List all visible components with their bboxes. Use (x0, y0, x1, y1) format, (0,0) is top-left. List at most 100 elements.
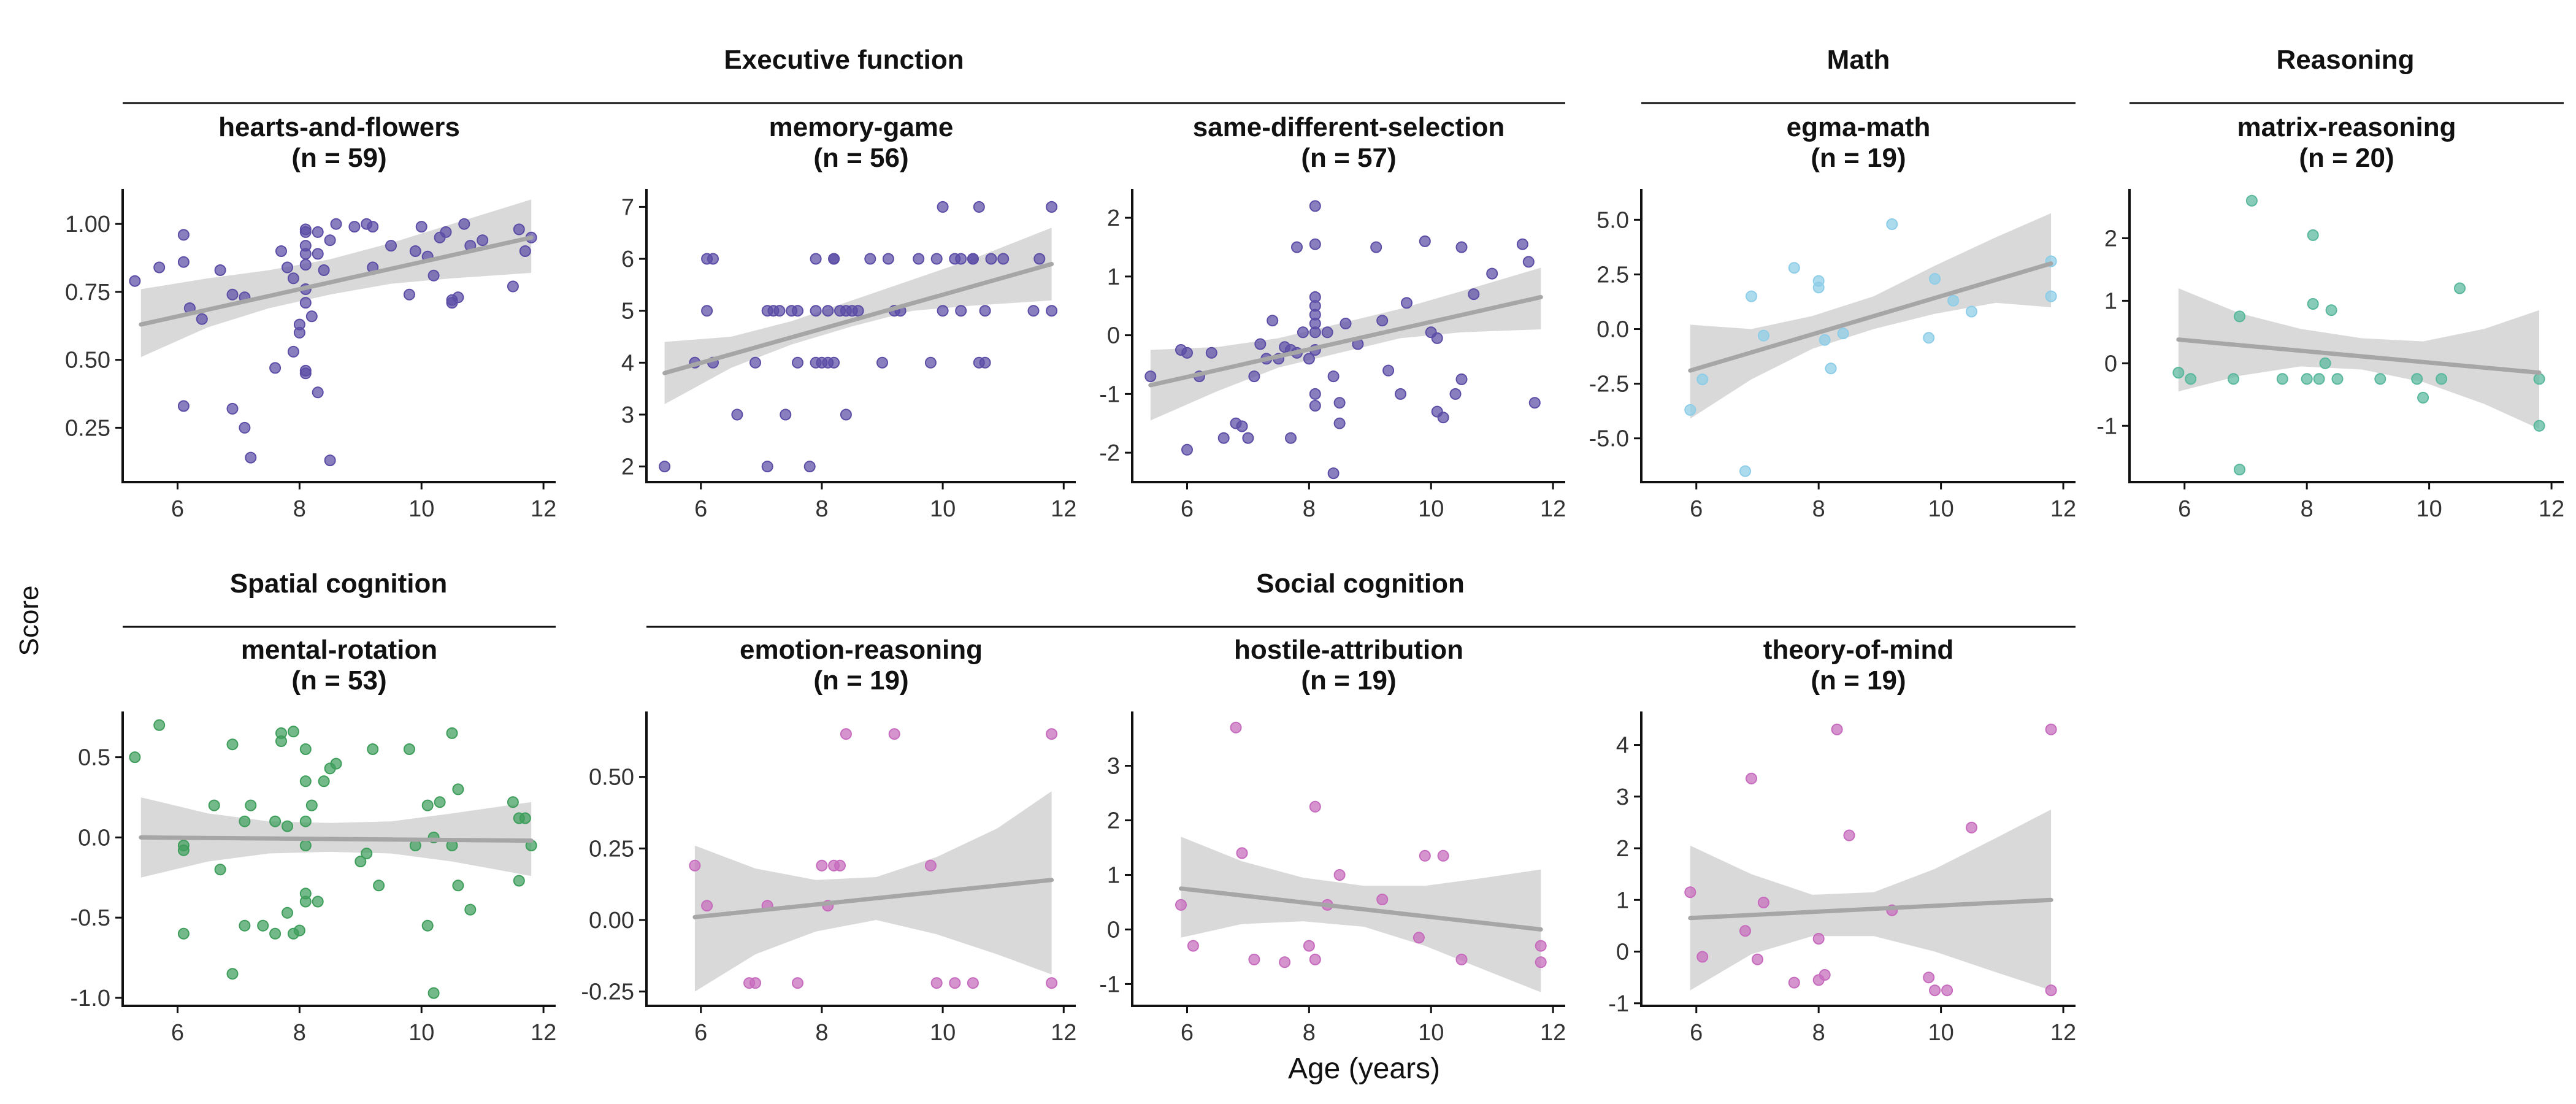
panel-subtitle: (n = 57) (1301, 143, 1396, 173)
data-point (913, 253, 925, 265)
data-point (1419, 849, 1431, 862)
data-point (834, 859, 846, 872)
data-point (792, 305, 803, 317)
y-tick-label: 0.50 (589, 765, 634, 791)
data-point (1297, 326, 1309, 339)
data-point (1309, 400, 1321, 412)
panel-title: mental-rotation (241, 635, 437, 665)
panel-title: theory-of-mind (1763, 635, 1953, 665)
panel-title: matrix-reasoning (2237, 112, 2456, 142)
data-point (1947, 294, 1960, 307)
panel-emotion-reasoning: emotion-reasoning(n = 19) 6 8 10 12 -0.25 0.00… (581, 635, 1076, 1046)
data-point (840, 408, 852, 421)
y-tick-label: 0 (2104, 351, 2117, 377)
data-point (1376, 315, 1389, 327)
data-point (196, 313, 208, 325)
regression-line (662, 262, 1054, 375)
data-point (299, 815, 312, 827)
data-point (2045, 290, 2057, 302)
data-point (299, 259, 312, 271)
data-point (1187, 940, 1199, 952)
x-tick-label: 10 (1418, 1020, 1444, 1046)
data-point (864, 253, 876, 265)
data-point (2228, 373, 2239, 385)
data-point (1522, 256, 1535, 268)
data-point (2301, 373, 2313, 385)
y-tick-label: 1 (1107, 862, 1120, 888)
data-point (1739, 925, 1751, 937)
panel-same-different-selection: same-different-selection(n = 57)6 8 10 12-2… (1099, 112, 1566, 522)
confidence-band (1181, 837, 1541, 992)
data-point (324, 234, 336, 247)
data-point (214, 264, 226, 276)
data-point (937, 305, 949, 317)
panel-egma-math: egma-math(n = 19) 6 8 10 12 -5.0 -2.5 0.0 2.5 5.0 (1589, 112, 2077, 522)
data-point (1242, 432, 1254, 444)
data-point (519, 245, 531, 257)
data-point (1696, 951, 1709, 963)
data-point (852, 305, 864, 317)
data-point (1831, 723, 1843, 735)
data-point (979, 305, 991, 317)
data-point (1929, 984, 1941, 997)
data-point (312, 226, 324, 238)
data-point (367, 743, 379, 755)
y-tick-label: 0.0 (1597, 317, 1629, 343)
group-header-spatial-cognition: Spatial cognition (123, 569, 556, 628)
y-tick-label: 5.0 (1597, 207, 1629, 233)
data-point (318, 775, 330, 788)
data-point (1181, 347, 1193, 359)
data-point (1812, 282, 1825, 294)
y-tick-label: 7 (621, 194, 634, 220)
data-point (2436, 373, 2448, 385)
x-tick-label: 10 (1928, 496, 1953, 522)
data-point (1788, 262, 1800, 274)
data-point (1046, 728, 1058, 740)
data-point (177, 400, 190, 412)
data-point (452, 291, 464, 304)
data-point (1923, 972, 1935, 984)
data-point (299, 895, 312, 908)
y-tick-label: 1.00 (65, 212, 110, 237)
data-point (2325, 304, 2337, 316)
data-point (828, 356, 840, 369)
group-header-reasoning: Reasoning (2129, 45, 2564, 104)
panel-title: emotion-reasoning (740, 635, 983, 665)
x-tick-label: 10 (2416, 496, 2442, 522)
data-point (1923, 332, 1935, 344)
data-point (792, 356, 803, 369)
x-tick-label: 10 (408, 496, 434, 522)
data-point (659, 461, 671, 473)
y-tick-label: -0.25 (581, 979, 634, 1005)
data-point (701, 305, 713, 317)
data-point (1819, 334, 1831, 346)
x-tick-label: 8 (1812, 496, 1825, 522)
data-point (1788, 976, 1800, 989)
data-point (1696, 374, 1709, 385)
x-tick-label: 6 (1690, 1020, 1703, 1046)
panel-subtitle: (n = 59) (291, 143, 386, 173)
x-tick-label: 10 (1418, 496, 1444, 522)
x-tick-label: 12 (2050, 496, 2076, 522)
data-point (967, 977, 979, 989)
data-point (1303, 940, 1315, 952)
data-point (1413, 932, 1425, 944)
data-point (226, 968, 239, 980)
data-point (997, 253, 1010, 265)
panel-subtitle: (n = 19) (1811, 665, 1906, 696)
regression-line (1688, 897, 2053, 921)
regression-line (692, 878, 1054, 919)
data-point (1455, 241, 1468, 253)
data-point (1291, 241, 1303, 253)
data-point (348, 221, 361, 233)
data-point (2245, 194, 2258, 207)
x-tick-label: 8 (293, 1020, 306, 1046)
data-point (1205, 347, 1217, 359)
data-point (2045, 723, 2057, 735)
panel-hearts-and-flowers: hearts-and-flowers(n = 59) 6 8 10 12 0.25 0.50… (65, 112, 556, 522)
data-point (749, 356, 761, 369)
data-point (257, 919, 269, 932)
x-tick-label: 6 (1690, 496, 1703, 522)
y-tick-label: 0.25 (589, 836, 634, 862)
data-point (385, 240, 397, 252)
